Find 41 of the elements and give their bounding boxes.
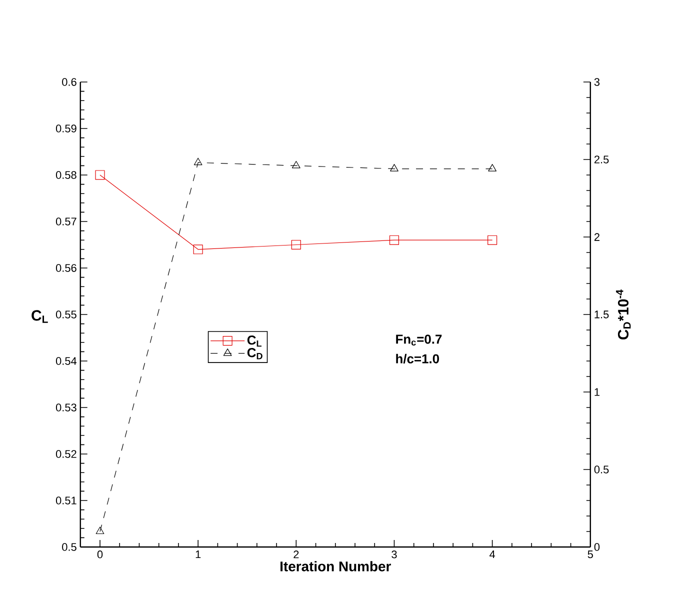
point [291,240,301,250]
y-axis-title: C$_{L}$ [32,310,48,323]
x-tick-label: 4 [490,550,496,558]
y-tick-label: 0.57 [56,218,76,226]
point [194,158,202,166]
x-tick-label: 0 [97,550,103,558]
legend-label: C$_{L}$ [247,336,262,347]
x-axis-title: Iteration Number [280,561,391,572]
y-tick-label: 0.5 [62,543,76,551]
point [292,160,300,168]
y2-tick-label: 0 [594,543,600,551]
y-tick-label: 0.55 [56,310,76,318]
point [488,164,496,172]
y-tick-label: 0.56 [56,264,76,272]
point [193,244,203,254]
y-tick-label: 0.58 [56,171,76,179]
y-tick-label: 0.51 [56,496,76,504]
y-tick-label: 0.54 [56,357,77,365]
x-tick-label: 3 [392,550,397,558]
y-tick-label: 0.6 [62,78,76,86]
annotation: h/c=1.0 [396,354,440,364]
y2-tick-label: 2 [594,233,600,241]
point [390,164,398,172]
annotation: Fn$_{c}$=0.7 [396,334,442,346]
y2-axis-title: C$_{D}$*10$^{-4}$ [616,290,631,340]
y2-tick-label: 0.5 [594,466,609,474]
y-tick-label: 0.53 [56,404,76,412]
y2-tick-label: 1 [594,388,600,396]
y-tick-label: 0.52 [56,450,76,458]
y-tick-label: 0.59 [56,124,76,132]
point [96,526,104,534]
x-tick-label: 5 [588,550,593,558]
point [389,235,400,245]
y2-tick-label: 2.5 [594,156,609,164]
point [488,235,498,245]
x-tick-label: 2 [294,550,299,558]
y2-tick-label: 1.5 [594,310,609,318]
point [95,170,105,180]
legend-label: C$_{D}$ [247,348,262,360]
x-tick-label: 1 [196,550,201,558]
y2-tick-label: 3 [594,78,600,86]
